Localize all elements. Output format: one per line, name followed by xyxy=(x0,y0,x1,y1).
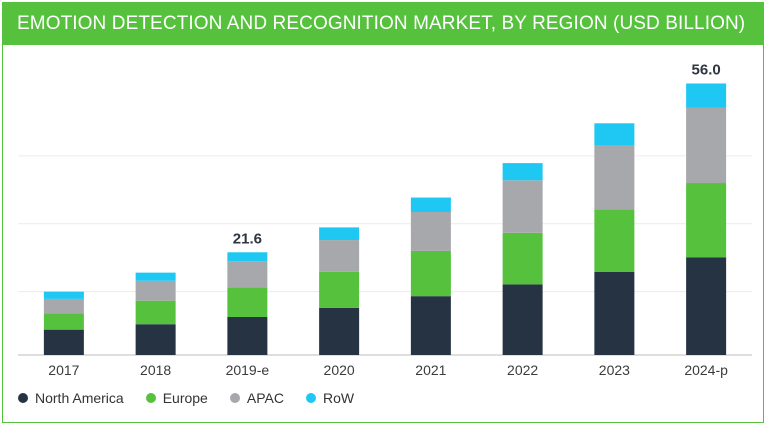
bar-north-america-2017 xyxy=(43,329,84,355)
legend-label: RoW xyxy=(322,390,355,406)
bar-apac-2020 xyxy=(319,240,360,272)
bar-row-2020 xyxy=(319,227,360,241)
bar-apac-2018 xyxy=(135,280,176,301)
x-axis-ticks: 2017 2018 2019-e 2020 2021 2022 2023 2024-p xyxy=(48,362,728,378)
data-labels: 21.6 56.0 xyxy=(233,61,721,247)
bar-north-america-2020 xyxy=(319,307,360,355)
bar-row-2017 xyxy=(43,291,84,299)
legend-label: APAC xyxy=(246,390,284,406)
bar-north-america-2019-e xyxy=(227,316,268,355)
legend-label: North America xyxy=(35,390,124,406)
legend-swatch xyxy=(18,393,28,403)
chart-title: EMOTION DETECTION AND RECOGNITION MARKET… xyxy=(3,3,763,45)
bar-apac-2024-p xyxy=(686,107,727,184)
bar-apac-2019-e xyxy=(227,261,268,288)
bar-europe-2018 xyxy=(135,300,176,325)
bar-row-2019-e xyxy=(227,252,268,262)
legend-item-europe: Europe xyxy=(145,390,208,406)
bar-row-2024-p xyxy=(686,83,727,108)
x-tick-label: 2018 xyxy=(140,362,171,378)
bar-europe-2022 xyxy=(502,232,543,285)
bar-row-2022 xyxy=(502,163,543,181)
x-tick-label: 2022 xyxy=(507,362,538,378)
bar-apac-2017 xyxy=(43,298,84,314)
legend-swatch xyxy=(229,393,240,403)
legend: North America Europe APAC RoW xyxy=(18,390,376,406)
bars xyxy=(43,83,727,355)
legend-label: Europe xyxy=(162,390,208,406)
bar-europe-2021 xyxy=(410,250,451,297)
bar-apac-2021 xyxy=(410,211,451,251)
bar-north-america-2018 xyxy=(135,324,176,355)
bar-row-2018 xyxy=(135,272,176,281)
bar-apac-2023 xyxy=(594,145,635,210)
bar-europe-2020 xyxy=(319,271,360,308)
bar-europe-2017 xyxy=(43,313,84,330)
bar-row-2023 xyxy=(594,123,635,146)
bar-row-2021 xyxy=(410,197,451,212)
x-tick-label: 2024-p xyxy=(684,362,728,378)
legend-item-north-america: North America xyxy=(18,390,124,406)
data-label: 21.6 xyxy=(233,230,262,247)
data-label: 56.0 xyxy=(692,61,721,78)
bar-europe-2023 xyxy=(594,209,635,272)
bar-europe-2024-p xyxy=(686,183,727,258)
chart-frame: EMOTION DETECTION AND RECOGNITION MARKET… xyxy=(2,2,764,423)
bar-europe-2019-e xyxy=(227,287,268,317)
legend-item-row: RoW xyxy=(305,390,355,406)
legend-swatch xyxy=(145,393,156,403)
gridlines xyxy=(18,155,752,356)
legend-swatch xyxy=(305,393,316,403)
x-tick-label: 2020 xyxy=(324,362,355,378)
bar-north-america-2021 xyxy=(410,296,451,355)
x-tick-label: 2023 xyxy=(599,362,630,378)
bar-north-america-2022 xyxy=(502,284,543,355)
legend-item-apac: APAC xyxy=(229,390,284,406)
x-tick-label: 2019-e xyxy=(226,362,270,378)
bar-north-america-2023 xyxy=(594,271,635,355)
bar-apac-2022 xyxy=(502,180,543,233)
x-tick-label: 2017 xyxy=(48,362,79,378)
bar-north-america-2024-p xyxy=(686,257,727,355)
x-tick-label: 2021 xyxy=(415,362,446,378)
